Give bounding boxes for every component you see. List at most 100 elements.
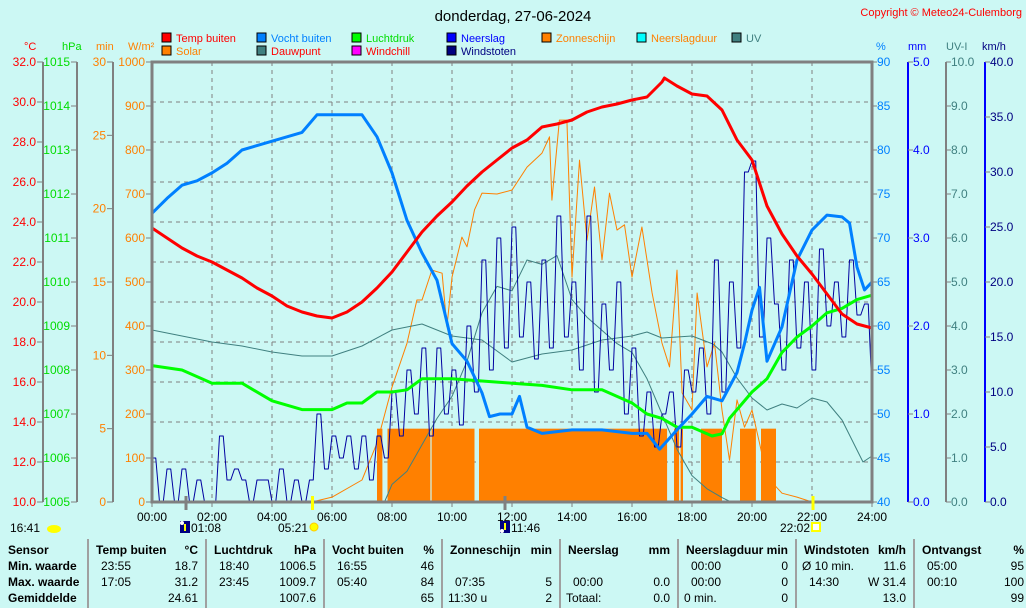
axis-unit: km/h bbox=[982, 41, 1006, 53]
legend-item: Temp buiten bbox=[161, 32, 236, 45]
cell-value: 0 bbox=[781, 575, 788, 589]
x-tick-label: 10:00 bbox=[437, 510, 467, 524]
series-luchtdruk-line bbox=[151, 293, 873, 438]
row-label: Sensor bbox=[8, 543, 49, 557]
axis-tick-label: 900 bbox=[125, 99, 145, 113]
axis-tick-label: 22.0 bbox=[13, 255, 37, 269]
legend-label: Dauwpunt bbox=[271, 46, 321, 58]
astro-time: 11:46 bbox=[511, 521, 540, 535]
table-column: Temp buiten °C 23:55 18.7 17:05 31.2 24.61 bbox=[87, 539, 199, 608]
series-dauwpunt-line bbox=[151, 323, 873, 463]
axis-tick-label: 1009 bbox=[43, 319, 70, 333]
legend-label: Solar bbox=[176, 46, 202, 58]
axis-tick-label: 1011 bbox=[44, 231, 70, 245]
cell-time: 05:40 bbox=[337, 575, 367, 589]
legend-swatch bbox=[636, 32, 647, 43]
cell-value: 0 bbox=[781, 591, 788, 605]
column-unit: % bbox=[1013, 543, 1024, 557]
x-tick-label: 22:00 bbox=[797, 510, 827, 524]
axis-tick-label: 300 bbox=[125, 363, 145, 377]
moon-transit-icon bbox=[500, 521, 510, 533]
series-temp-buiten bbox=[151, 76, 873, 330]
legend-item: Luchtdruk bbox=[351, 32, 415, 45]
legend-item: Neerslagduur bbox=[636, 32, 717, 45]
axis-tick-label: 45 bbox=[877, 451, 891, 465]
axis-tick-label: 10.0 bbox=[990, 385, 1014, 399]
astro-time: 01:08 bbox=[191, 521, 221, 535]
sunset-icon bbox=[811, 522, 821, 532]
axis-tick-label: 7.0 bbox=[951, 187, 968, 201]
axis-tick-label: 0.0 bbox=[990, 495, 1007, 509]
axis-rain: mm 5.0 4.0 3.0 2.0 1.0 0.0 bbox=[907, 41, 930, 509]
table-column: Ontvangst % 05:00 95 00:10 100 99 bbox=[913, 539, 1024, 608]
series-vocht-buiten-line bbox=[150, 113, 874, 451]
column-unit: km/h bbox=[878, 543, 906, 557]
axes: °C 32.0 30.0 28.0 26.0 24.0 22.0 20.0 18.0 16.0 14… bbox=[13, 41, 1014, 509]
axis-tick-label: 600 bbox=[125, 231, 145, 245]
axis-tick-label: 28.0 bbox=[13, 135, 37, 149]
series-temp-buiten-line bbox=[151, 76, 873, 330]
column-unit: % bbox=[423, 543, 434, 557]
x-tick-label: 06:00 bbox=[317, 510, 347, 524]
x-tick-label: 02:00 bbox=[197, 510, 227, 524]
x-axis: 00:00 02:00 04:00 06:00 08:00 10:00 12:00 14:00… bbox=[137, 502, 887, 524]
axis-tick-label: 4.0 bbox=[913, 143, 930, 157]
axis-tick-label: 3.0 bbox=[951, 363, 968, 377]
astro-marker: 01:08 bbox=[180, 496, 221, 535]
legend-swatch bbox=[541, 32, 552, 43]
axis-tick-label: 35.0 bbox=[990, 110, 1014, 124]
series-uv-line bbox=[384, 255, 732, 503]
axis-tick-label: 30 bbox=[93, 55, 107, 69]
cell-time: 07:35 bbox=[455, 575, 485, 589]
axis-tick-label: 90 bbox=[877, 55, 891, 69]
x-tick-label: 14:00 bbox=[557, 510, 587, 524]
axis-tick-label: 100 bbox=[125, 451, 145, 465]
legend-label: Zonneschijn bbox=[556, 33, 615, 45]
axis-tick-label: 2.0 bbox=[913, 319, 930, 333]
axis-tick-label: 1010 bbox=[43, 275, 70, 289]
axis-unit: °C bbox=[24, 41, 36, 53]
astro-marker: 22:02 bbox=[780, 496, 821, 535]
sunshine-bar bbox=[680, 428, 683, 502]
axis-tick-label: 30.0 bbox=[990, 165, 1014, 179]
axis-tick-label: 4.0 bbox=[951, 319, 968, 333]
axis-tick-label: 0.0 bbox=[913, 495, 930, 509]
legend-swatch bbox=[161, 32, 172, 43]
legend-label: Vocht buiten bbox=[271, 33, 332, 45]
axis-tick-label: 1005 bbox=[43, 495, 70, 509]
axis-unit: UV-I bbox=[946, 41, 967, 53]
axis-tick-label: 10.0 bbox=[951, 55, 975, 69]
cell-time: 14:30 bbox=[809, 575, 839, 589]
cell-value: 13.0 bbox=[883, 591, 907, 605]
series-luchtdruk bbox=[151, 293, 873, 438]
legend: Temp buiten Vocht buiten Luchtdruk Neerslag… bbox=[161, 32, 762, 58]
axis-tick-label: 75 bbox=[877, 187, 891, 201]
legend-swatch bbox=[256, 45, 267, 56]
legend-label: Windstoten bbox=[461, 46, 516, 58]
cell-value: 31.2 bbox=[175, 575, 199, 589]
axis-tick-label: 16.0 bbox=[13, 375, 37, 389]
axis-tick-label: 50 bbox=[877, 407, 891, 421]
astro-marker: 05:21 bbox=[278, 496, 319, 535]
series-vocht-buiten bbox=[150, 113, 874, 451]
axis-wind: km/h 40.0 35.0 30.0 25.0 20.0 15.0 10.0 5.0 0.0 bbox=[982, 41, 1014, 509]
x-tick-label: 04:00 bbox=[257, 510, 287, 524]
legend-label: Windchill bbox=[366, 46, 410, 58]
column-header: Zonneschijn bbox=[450, 543, 521, 557]
axis-tick-label: 20 bbox=[93, 202, 107, 216]
column-unit: hPa bbox=[294, 543, 316, 557]
axis-humidity: % 90 85 80 75 70 65 60 55 50 45 40 bbox=[872, 41, 891, 509]
legend-swatch bbox=[446, 32, 457, 43]
legend-label: Temp buiten bbox=[176, 33, 236, 45]
axis-tick-label: 5.0 bbox=[913, 55, 930, 69]
cell-time: 23:55 bbox=[101, 559, 131, 573]
column-header: Luchtdruk bbox=[214, 543, 273, 557]
x-tick-label: 20:00 bbox=[737, 510, 767, 524]
legend-item: Vocht buiten bbox=[256, 32, 332, 45]
axis-tick-label: 500 bbox=[125, 275, 145, 289]
row-label: Min. waarde bbox=[8, 559, 77, 573]
column-header: Neerslag bbox=[568, 543, 619, 557]
axis-unit: W/m² bbox=[128, 41, 155, 53]
axis-temp: °C 32.0 30.0 28.0 26.0 24.0 22.0 20.0 18.0 16.0 14… bbox=[13, 41, 44, 509]
